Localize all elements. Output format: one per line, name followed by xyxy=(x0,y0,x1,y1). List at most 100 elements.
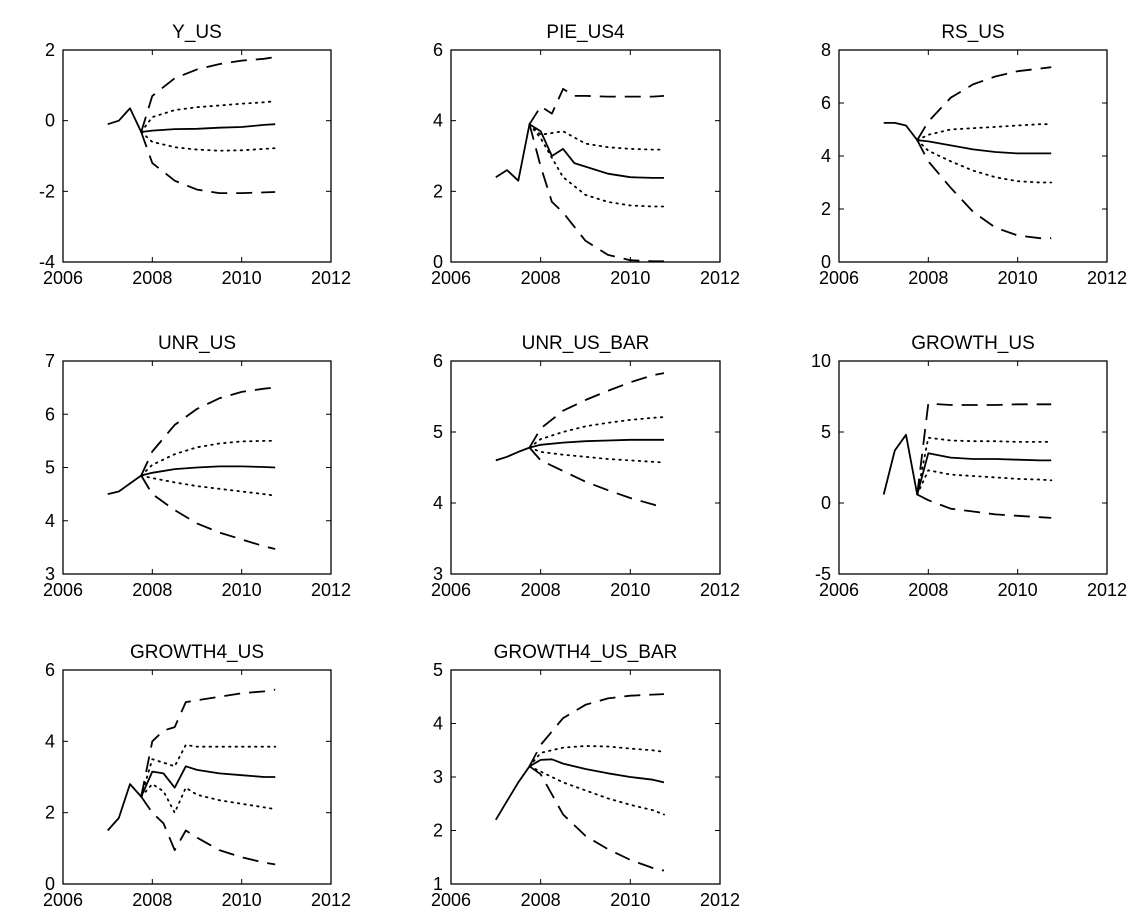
series-line-dashed xyxy=(140,475,276,550)
x-tick-label: 2010 xyxy=(222,268,262,288)
x-tick-label: 2010 xyxy=(222,890,262,910)
series-line-dotted xyxy=(528,123,665,208)
y-tick-label: 6 xyxy=(433,40,443,60)
series-line-dashed xyxy=(528,765,665,872)
y-tick-label: 4 xyxy=(45,731,55,751)
y-tick-label: 6 xyxy=(433,351,443,371)
y-tick-label: 0 xyxy=(821,252,831,272)
panel-pie-us4: PIE_US4 2006 2008 2010 2012 0 2 4 6 xyxy=(431,22,740,288)
y-tick-label: 5 xyxy=(433,422,443,442)
series-line-solid xyxy=(107,465,276,495)
series-line-dashed xyxy=(140,386,276,476)
series-line-dashed xyxy=(528,693,665,767)
x-tick-label: 2008 xyxy=(908,580,948,600)
axes-frame xyxy=(838,360,1108,575)
axes-frame xyxy=(450,360,721,575)
y-tick-label: -4 xyxy=(39,252,55,272)
x-tick-label: 2008 xyxy=(132,580,172,600)
chart-title: GROWTH_US xyxy=(911,333,1035,354)
chart-title: PIE_US4 xyxy=(546,22,625,43)
axes-frame xyxy=(450,669,721,885)
x-tick-label: 2012 xyxy=(700,890,740,910)
y-tick-label: 4 xyxy=(433,111,443,131)
y-tick-label: 0 xyxy=(433,252,443,272)
x-tick-label: 2012 xyxy=(311,580,351,600)
y-tick-label: 0 xyxy=(45,111,55,131)
series-line-dashed xyxy=(916,139,1052,240)
series-line-dashed xyxy=(528,447,665,509)
series-line-dotted xyxy=(916,469,1053,496)
x-tick-label: 2006 xyxy=(431,580,471,600)
x-tick-label: 2008 xyxy=(132,268,172,288)
y-tick-label: 4 xyxy=(45,511,55,531)
y-tick-label: 6 xyxy=(821,93,831,113)
series-line-dashed xyxy=(140,796,276,866)
x-tick-label: 2006 xyxy=(431,268,471,288)
axes-frame xyxy=(62,669,332,885)
series-line-dotted xyxy=(140,744,277,798)
chart-title: UNR_US xyxy=(158,333,236,354)
panel-growth4-us-bar: GROWTH4_US_BAR 2006 2008 2010 2012 1 2 3 4 5 xyxy=(431,642,740,910)
x-tick-label: 2006 xyxy=(43,580,83,600)
x-tick-label: 2006 xyxy=(819,580,859,600)
y-tick-label: 1 xyxy=(433,874,443,894)
x-tick-label: 2012 xyxy=(311,890,351,910)
x-tick-label: 2010 xyxy=(610,268,650,288)
x-tick-label: 2012 xyxy=(700,268,740,288)
y-tick-label: 4 xyxy=(433,493,443,513)
series-line-solid xyxy=(495,438,664,462)
series-line-dotted xyxy=(916,123,1053,142)
axes-frame xyxy=(838,49,1108,263)
x-tick-label: 2006 xyxy=(43,268,83,288)
axes-frame xyxy=(62,49,332,263)
x-tick-label: 2010 xyxy=(998,580,1038,600)
panel-unr-us: UNR_US 2006 2008 2010 2012 3 4 5 6 7 xyxy=(43,333,351,600)
series-line-dashed xyxy=(140,131,276,195)
series-line-solid xyxy=(495,123,664,182)
x-tick-label: 2006 xyxy=(43,890,83,910)
y-tick-label: 3 xyxy=(45,564,55,584)
y-tick-label: -5 xyxy=(815,564,831,584)
x-tick-label: 2008 xyxy=(521,580,561,600)
series-line-dashed xyxy=(916,66,1052,141)
chart-title: UNR_US_BAR xyxy=(522,333,650,354)
y-tick-label: 2 xyxy=(433,181,443,201)
series-line-dashed xyxy=(916,402,1052,495)
chart-title: Y_US xyxy=(172,22,222,43)
series-line-dotted xyxy=(140,783,277,814)
series-line-dashed xyxy=(916,493,1052,519)
x-tick-label: 2008 xyxy=(521,890,561,910)
x-tick-label: 2010 xyxy=(610,580,650,600)
series-line-dotted xyxy=(140,131,277,152)
series-line-dashed xyxy=(140,688,276,797)
x-tick-label: 2010 xyxy=(222,580,262,600)
panel-unr-us-bar: UNR_US_BAR 2006 2008 2010 2012 3 4 5 6 xyxy=(431,333,740,600)
series-line-dotted xyxy=(140,439,277,477)
panel-growth4-us: GROWTH4_US 2006 2008 2010 2012 0 2 4 6 xyxy=(43,642,351,910)
series-line-dashed xyxy=(528,88,665,125)
y-tick-label: 3 xyxy=(433,564,443,584)
y-tick-label: 4 xyxy=(433,714,443,734)
panel-growth-us: GROWTH_US 2006 2008 2010 2012 -5 0 5 10 xyxy=(811,333,1127,600)
series-line-solid xyxy=(883,122,1052,155)
series-line-dotted xyxy=(528,416,665,449)
series-line-dotted xyxy=(140,474,277,497)
y-tick-label: 4 xyxy=(821,146,831,166)
series-line-dashed xyxy=(140,56,276,133)
x-tick-label: 2010 xyxy=(610,890,650,910)
series-line-solid xyxy=(882,433,1052,496)
series-line-dotted xyxy=(528,745,665,768)
panel-y-us: Y_US 2006 2008 2010 2012 -4 -2 0 2 xyxy=(39,22,351,288)
y-tick-label: 2 xyxy=(45,803,55,823)
y-tick-label: 0 xyxy=(821,493,831,513)
y-tick-label: 2 xyxy=(433,821,443,841)
y-tick-label: 2 xyxy=(821,199,831,219)
series-line-solid xyxy=(495,758,665,821)
x-tick-label: 2006 xyxy=(431,890,471,910)
y-tick-label: 5 xyxy=(821,422,831,442)
series-line-dotted xyxy=(528,446,665,464)
chart-title: GROWTH4_US xyxy=(130,642,264,663)
series-line-solid xyxy=(107,765,276,832)
